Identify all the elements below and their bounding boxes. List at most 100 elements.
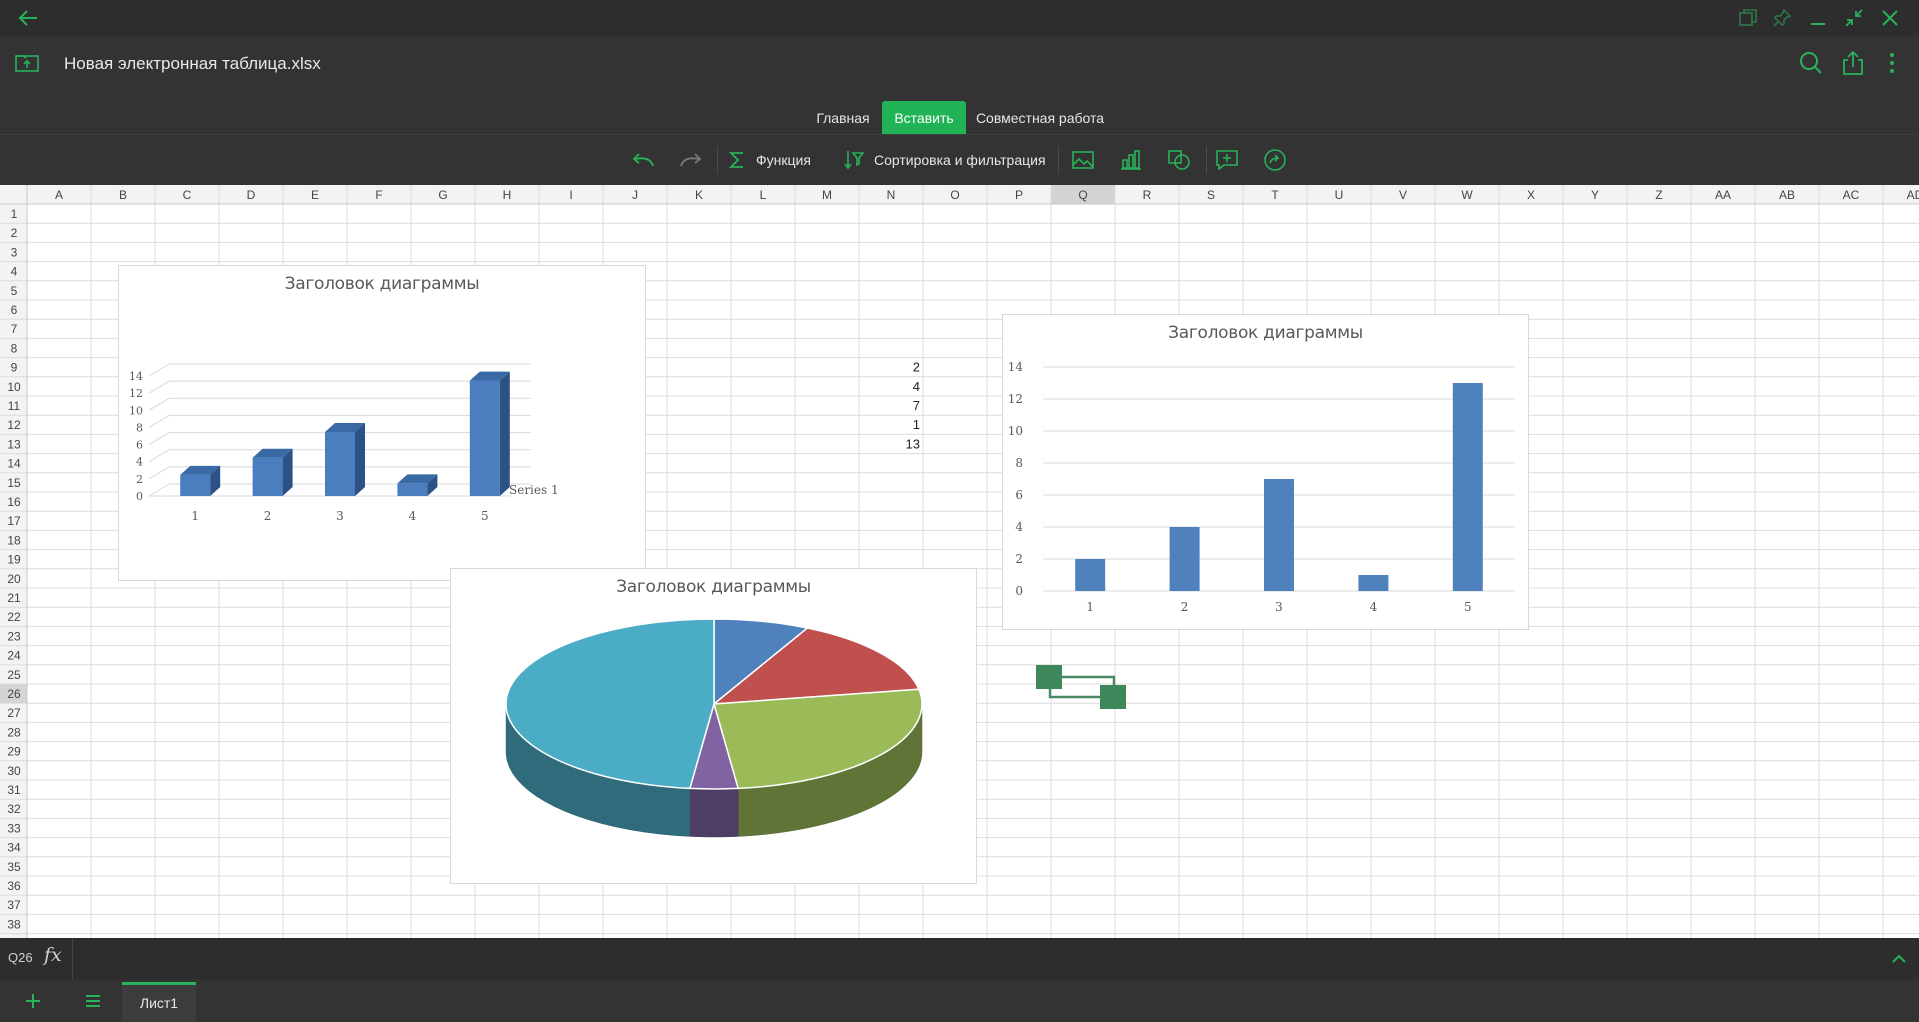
row-header-38[interactable]: 38 xyxy=(7,917,21,931)
column-header-W[interactable]: W xyxy=(1461,188,1473,202)
tab-collaboration[interactable]: Совместная работа xyxy=(975,110,1105,126)
row-header-4[interactable]: 4 xyxy=(11,265,18,279)
column-header-L[interactable]: L xyxy=(760,188,767,202)
row-header-26[interactable]: 26 xyxy=(7,687,21,701)
row-header-16[interactable]: 16 xyxy=(7,495,21,509)
column-header-P[interactable]: P xyxy=(1015,188,1023,202)
back-button[interactable] xyxy=(14,6,42,30)
row-header-8[interactable]: 8 xyxy=(11,341,18,355)
row-header-39[interactable]: 39 xyxy=(7,937,21,938)
row-header-9[interactable]: 9 xyxy=(11,361,18,375)
tab-home[interactable]: Главная xyxy=(816,110,870,126)
search-button[interactable] xyxy=(1798,50,1824,76)
cell-N13[interactable]: 13 xyxy=(906,436,920,451)
row-header-31[interactable]: 31 xyxy=(7,783,21,797)
column-header-AC[interactable]: AC xyxy=(1843,188,1860,202)
row-header-2[interactable]: 2 xyxy=(11,226,18,240)
column-header-AA[interactable]: AA xyxy=(1715,188,1731,202)
column-header-C[interactable]: C xyxy=(183,188,192,202)
row-header-34[interactable]: 34 xyxy=(7,841,21,855)
sheet-tab-list1[interactable]: Лист1 xyxy=(122,982,196,1022)
row-header-28[interactable]: 28 xyxy=(7,725,21,739)
row-header-20[interactable]: 20 xyxy=(7,572,21,586)
undo-button[interactable] xyxy=(628,148,658,172)
tab-insert[interactable]: Вставить xyxy=(882,101,966,135)
add-sheet-button[interactable] xyxy=(22,990,44,1012)
selection-handle-start[interactable] xyxy=(1036,665,1062,689)
cell-N9[interactable]: 2 xyxy=(913,360,920,375)
row-header-3[interactable]: 3 xyxy=(11,245,18,259)
file-location-button[interactable] xyxy=(14,52,40,74)
column-header-G[interactable]: G xyxy=(438,188,447,202)
expand-formula-button[interactable] xyxy=(1888,948,1910,970)
column-header-Z[interactable]: Z xyxy=(1655,188,1662,202)
row-header-27[interactable]: 27 xyxy=(7,706,21,720)
restore-tab-button[interactable] xyxy=(1736,6,1760,30)
column-header-Y[interactable]: Y xyxy=(1591,188,1599,202)
row-header-13[interactable]: 13 xyxy=(7,437,21,451)
chart-column[interactable]: Заголовок диаграммы 0 2 4 6 8 10 12 14 1 2 3 4 5 xyxy=(1002,314,1529,630)
insert-image-button[interactable] xyxy=(1070,148,1096,172)
share-button[interactable] xyxy=(1840,50,1866,76)
more-button[interactable] xyxy=(1882,50,1902,76)
close-button[interactable] xyxy=(1878,6,1902,30)
row-header-1[interactable]: 1 xyxy=(11,207,18,221)
column-header-E[interactable]: E xyxy=(311,188,319,202)
column-header-N[interactable]: N xyxy=(887,188,896,202)
row-header-18[interactable]: 18 xyxy=(7,533,21,547)
insert-comment-button[interactable] xyxy=(1214,148,1240,172)
row-header-7[interactable]: 7 xyxy=(11,322,18,336)
cell-N10[interactable]: 4 xyxy=(913,379,920,394)
minimize-button[interactable] xyxy=(1806,6,1830,30)
row-header-5[interactable]: 5 xyxy=(11,284,18,298)
cell-N11[interactable]: 7 xyxy=(913,398,920,413)
row-header-36[interactable]: 36 xyxy=(7,879,21,893)
column-header-J[interactable]: J xyxy=(632,188,638,202)
chart-3d-pie[interactable]: Заголовок диаграммы xyxy=(450,568,977,884)
chart-3d-column[interactable]: Заголовок диаграммы 0 2 4 6 8 10 12 14 1 2 3 4 5 Seri… xyxy=(118,265,646,581)
column-header-F[interactable]: F xyxy=(375,188,382,202)
row-header-22[interactable]: 22 xyxy=(7,610,21,624)
row-header-12[interactable]: 12 xyxy=(7,418,21,432)
row-header-14[interactable]: 14 xyxy=(7,457,21,471)
pin-button[interactable] xyxy=(1770,6,1794,30)
column-header-X[interactable]: X xyxy=(1527,188,1535,202)
selection-handle-end[interactable] xyxy=(1100,685,1126,709)
row-header-37[interactable]: 37 xyxy=(7,898,21,912)
row-header-25[interactable]: 25 xyxy=(7,668,21,682)
column-header-R[interactable]: R xyxy=(1143,188,1152,202)
column-header-S[interactable]: S xyxy=(1207,188,1215,202)
row-header-10[interactable]: 10 xyxy=(7,380,21,394)
row-header-11[interactable]: 11 xyxy=(8,399,21,413)
row-header-6[interactable]: 6 xyxy=(11,303,18,317)
column-header-A[interactable]: A xyxy=(55,188,63,202)
row-header-33[interactable]: 33 xyxy=(7,821,21,835)
column-header-D[interactable]: D xyxy=(247,188,256,202)
row-header-21[interactable]: 21 xyxy=(7,591,21,605)
column-header-O[interactable]: O xyxy=(950,188,959,202)
insert-shape-button[interactable] xyxy=(1166,148,1192,172)
fx-label[interactable]: fx xyxy=(44,944,62,966)
insert-link-button[interactable] xyxy=(1262,148,1288,172)
row-header-24[interactable]: 24 xyxy=(7,649,21,663)
formula-input[interactable] xyxy=(82,946,1862,972)
cell-reference[interactable]: Q26 xyxy=(8,950,33,965)
row-header-35[interactable]: 35 xyxy=(7,860,21,874)
column-header-H[interactable]: H xyxy=(503,188,512,202)
selection-handles[interactable] xyxy=(1030,662,1130,712)
column-header-AD[interactable]: AD xyxy=(1907,188,1919,202)
sort-filter-button[interactable]: Сортировка и фильтрация xyxy=(844,146,1050,174)
row-header-29[interactable]: 29 xyxy=(7,745,21,759)
insert-chart-button[interactable] xyxy=(1118,148,1144,172)
column-header-Q[interactable]: Q xyxy=(1078,188,1087,202)
function-button[interactable]: Функция xyxy=(728,146,824,174)
row-header-23[interactable]: 23 xyxy=(7,629,21,643)
sheet-list-button[interactable] xyxy=(82,990,104,1012)
column-header-V[interactable]: V xyxy=(1399,188,1407,202)
column-header-AB[interactable]: AB xyxy=(1779,188,1795,202)
column-header-B[interactable]: B xyxy=(119,188,127,202)
row-header-19[interactable]: 19 xyxy=(7,553,21,567)
column-header-M[interactable]: M xyxy=(822,188,832,202)
row-header-30[interactable]: 30 xyxy=(7,764,21,778)
row-header-32[interactable]: 32 xyxy=(7,802,21,816)
